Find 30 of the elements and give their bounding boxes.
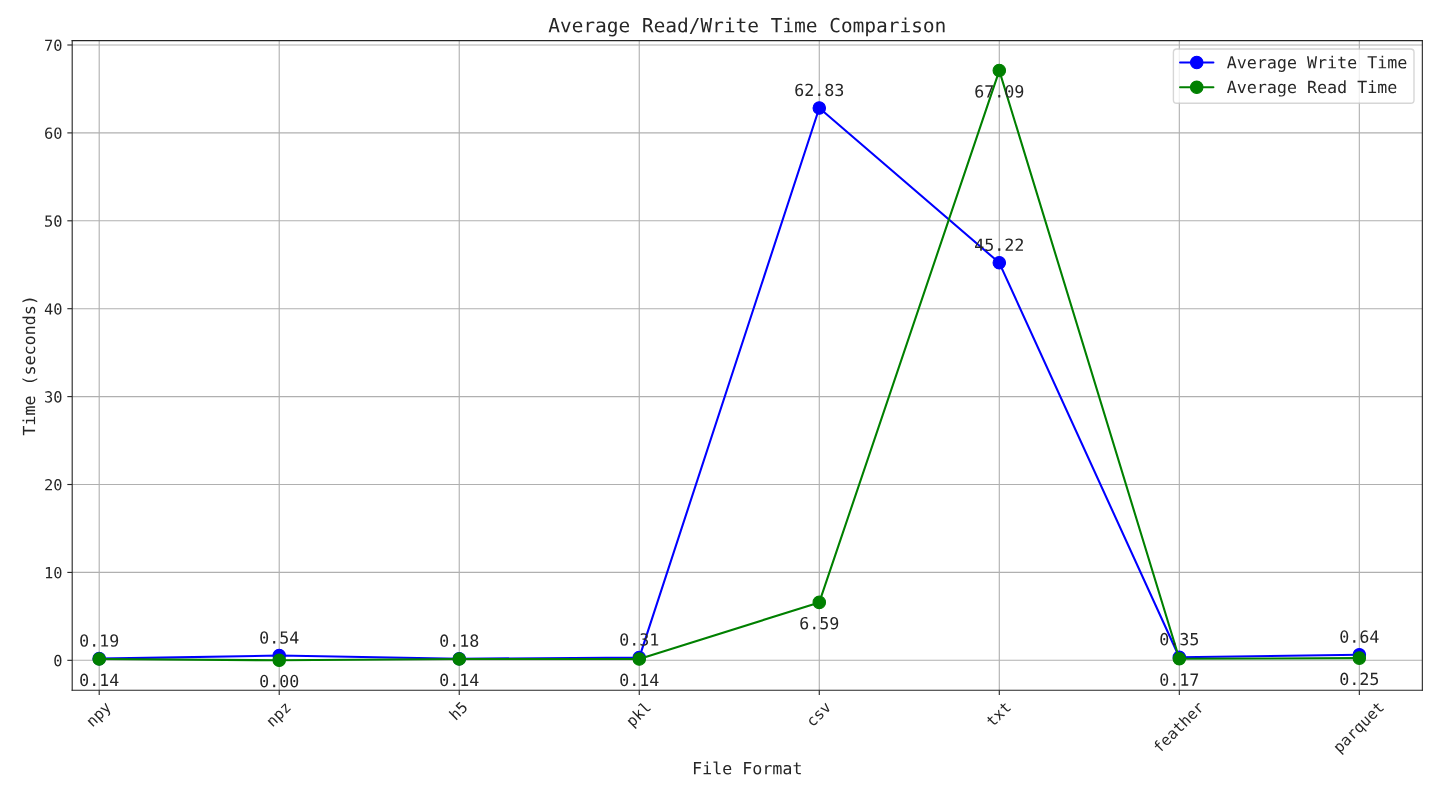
data-label: 0.00 xyxy=(260,674,299,688)
legend-label: Average Read Time xyxy=(1227,80,1397,97)
y-tick-label: 40 xyxy=(44,303,62,315)
data-label: 0.14 xyxy=(440,673,479,687)
data-label: 62.83 xyxy=(795,83,844,97)
legend-label: Average Write Time xyxy=(1227,55,1407,72)
x-tick-label: h5 xyxy=(448,700,469,721)
y-tick-label: 50 xyxy=(45,215,62,227)
y-tick-label: 60 xyxy=(45,127,62,139)
data-label: 0.19 xyxy=(80,634,119,647)
y-tick-label: 70 xyxy=(45,39,62,52)
chart-title: Average Read/Write Time Comparison xyxy=(548,17,945,37)
y-tick-label: 20 xyxy=(45,479,62,491)
y-axis-title: Time (seconds) xyxy=(22,298,38,436)
data-label: 0.18 xyxy=(440,634,479,647)
data-label: 6.59 xyxy=(800,616,839,630)
y-tick-label: 30 xyxy=(45,391,62,403)
data-label: 0.17 xyxy=(1160,673,1199,686)
x-tick-label: npy xyxy=(87,702,114,729)
x-tick-label: txt xyxy=(985,701,1011,728)
y-tick-label: 0 xyxy=(54,654,62,667)
data-label: 0.54 xyxy=(260,631,299,644)
x-axis-title: File Format xyxy=(693,761,801,775)
x-tick-label: csv xyxy=(807,702,832,727)
data-label: 0.14 xyxy=(80,673,119,687)
data-label: 0.14 xyxy=(620,673,659,687)
data-label: 0.64 xyxy=(1340,630,1379,643)
data-label: 0.25 xyxy=(1340,672,1379,686)
y-tick-label: 10 xyxy=(45,566,62,579)
x-tick-label: npz xyxy=(267,703,294,729)
